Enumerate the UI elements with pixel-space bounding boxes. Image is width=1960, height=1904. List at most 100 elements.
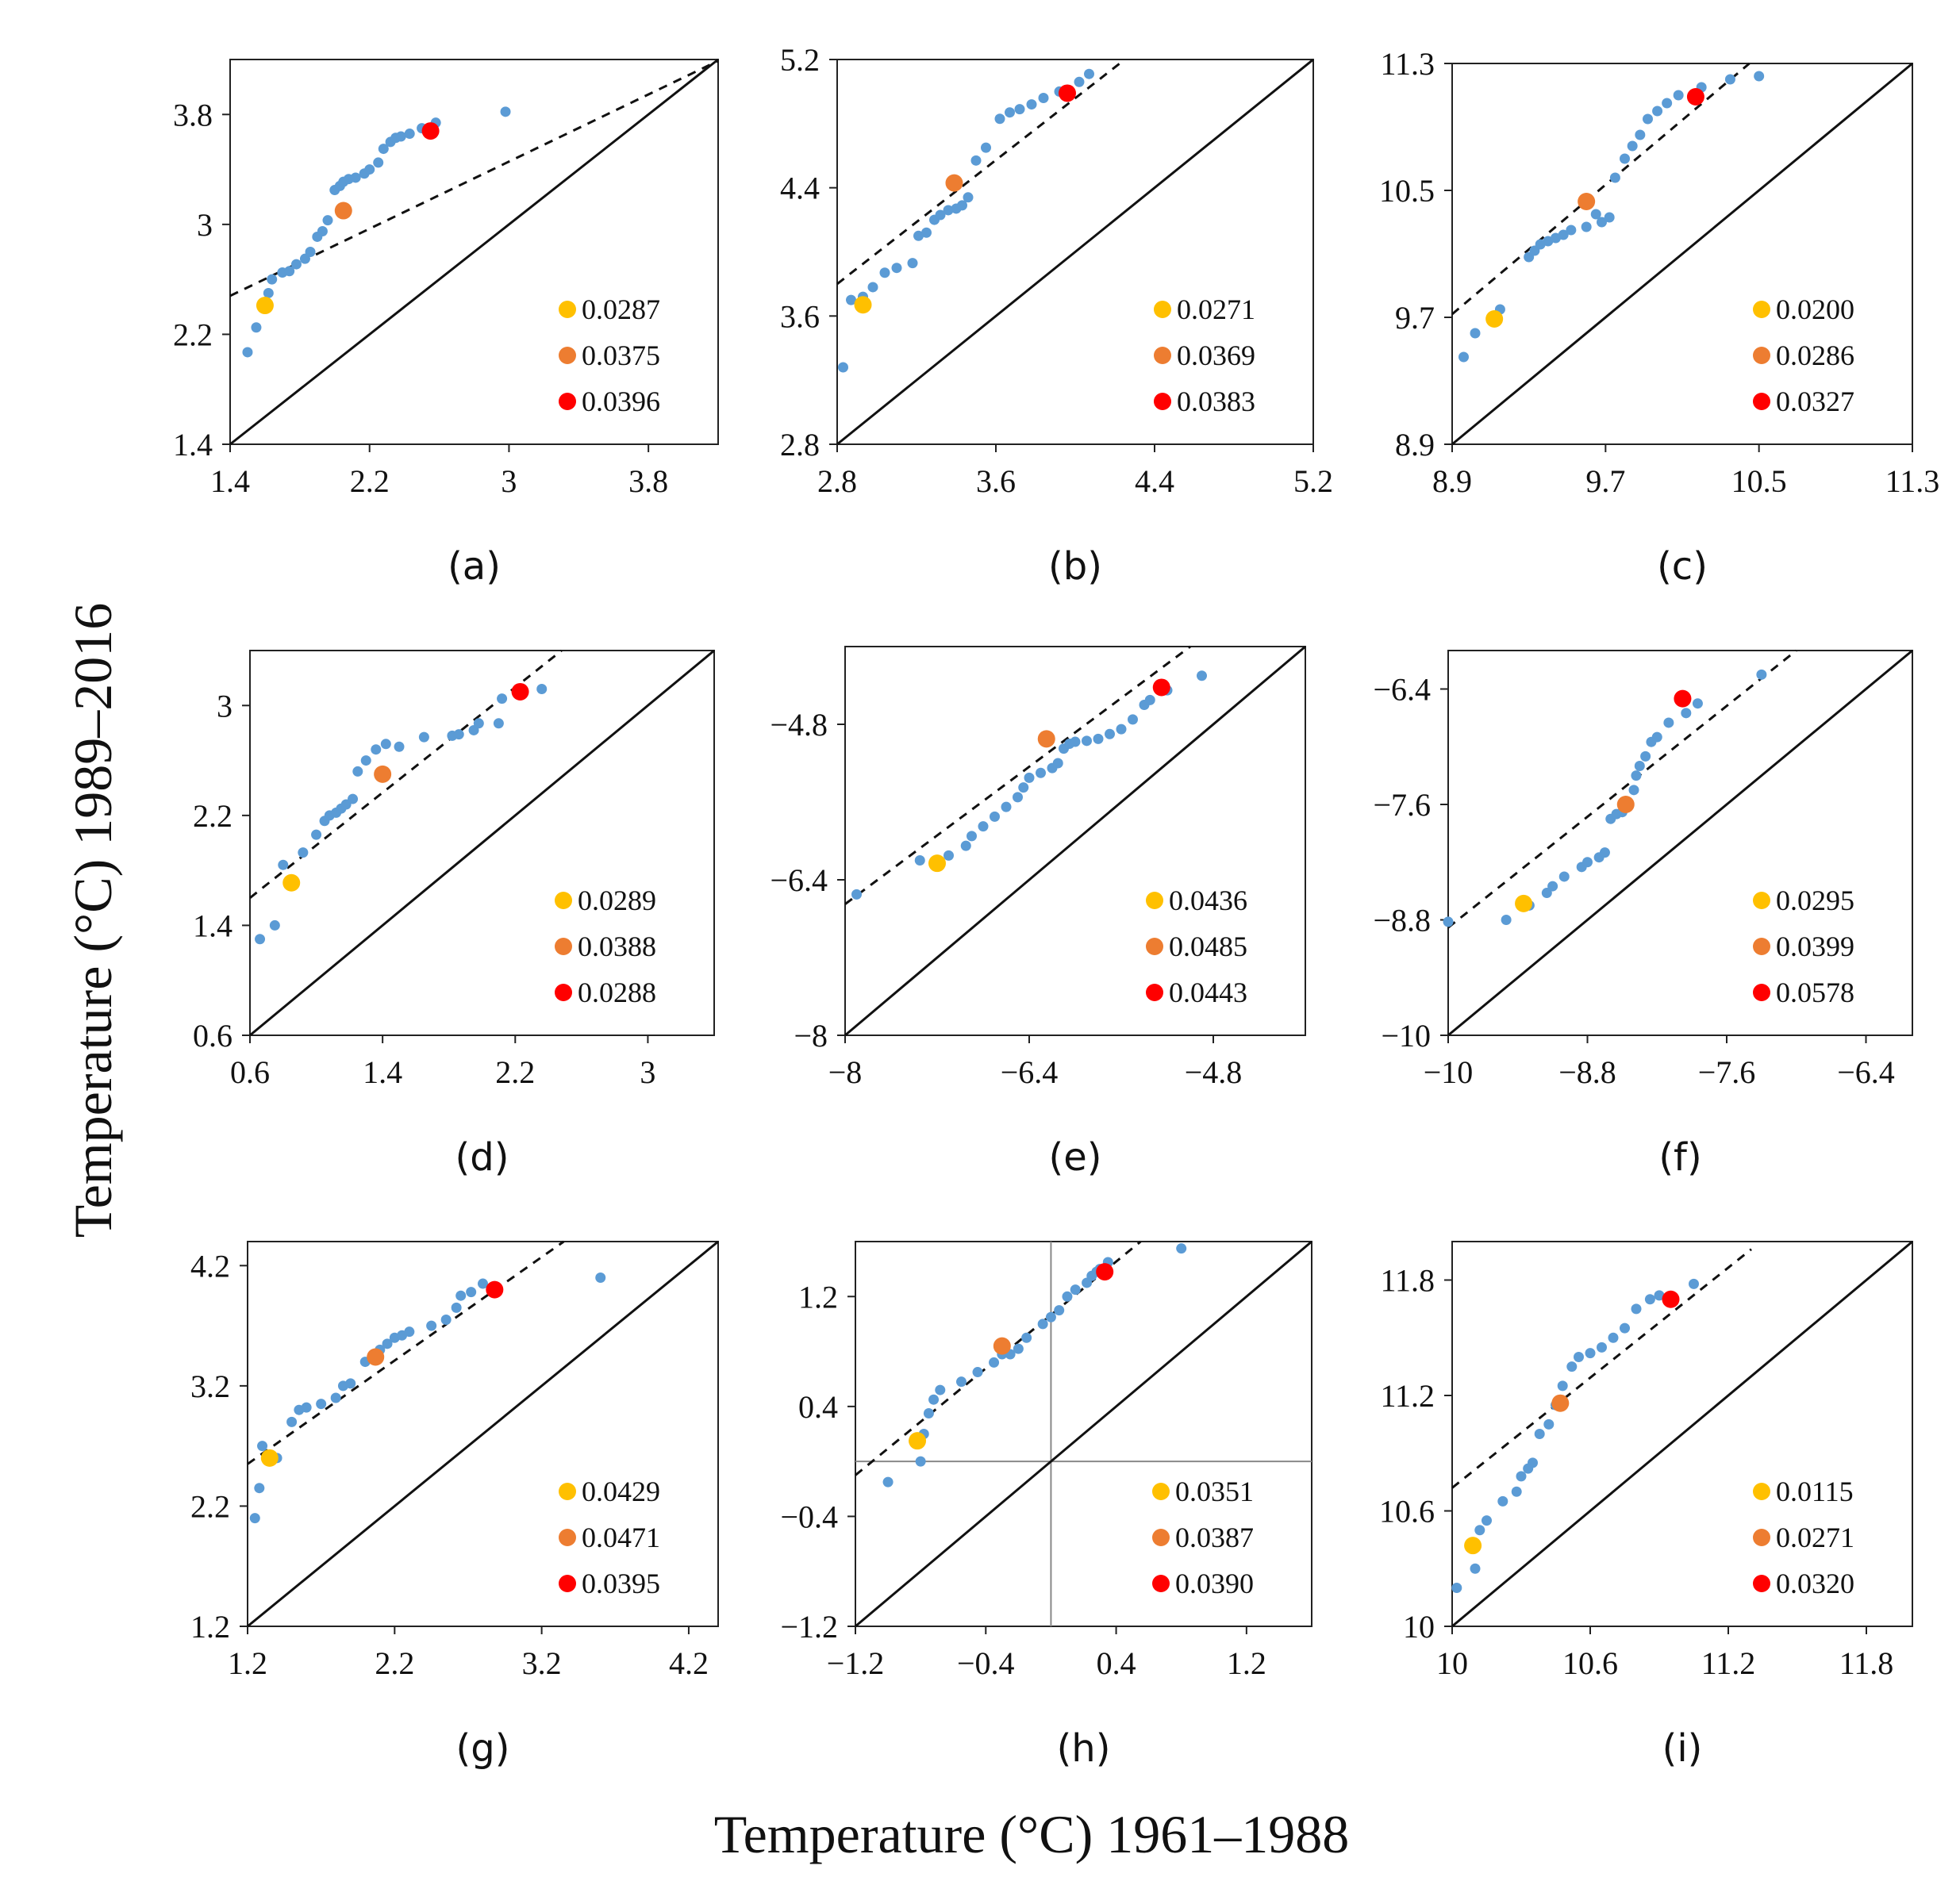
panel-label: (g) xyxy=(456,1726,510,1771)
identity-line xyxy=(836,58,1314,446)
scatter-point xyxy=(251,322,262,333)
scatter-point xyxy=(1013,1343,1024,1354)
y-tick-label: 10.6 xyxy=(1379,1494,1435,1530)
scatter-point xyxy=(1644,1294,1655,1305)
scatter-point xyxy=(1541,888,1552,899)
scatter-point xyxy=(1754,71,1765,82)
highlight-point-orange xyxy=(945,174,963,192)
plot-frame xyxy=(836,59,1314,445)
scatter-point xyxy=(1574,1352,1584,1362)
x-tick-label: 9.7 xyxy=(1585,463,1625,499)
scatter-point xyxy=(928,1394,940,1405)
x-tick-label: 11.3 xyxy=(1885,463,1940,499)
scatter-point xyxy=(1037,1319,1048,1330)
highlight-point-orange xyxy=(367,1348,385,1366)
legend-label: 0.0200 xyxy=(1776,294,1854,325)
scatter-point xyxy=(1082,735,1092,747)
legend-label: 0.0443 xyxy=(1169,977,1247,1008)
scatter-point xyxy=(500,106,511,117)
scatter-point xyxy=(981,142,991,153)
scatter-point xyxy=(1689,1278,1699,1289)
legend-marker-red xyxy=(1753,1575,1770,1592)
highlight-point-red xyxy=(1059,84,1076,102)
legend-label: 0.0375 xyxy=(582,340,660,371)
y-tick-label: 5.2 xyxy=(780,42,820,78)
highlight-point-yellow xyxy=(909,1432,927,1450)
scatter-point xyxy=(1631,1303,1642,1315)
scatter-point xyxy=(846,294,856,305)
scatter-point xyxy=(1582,857,1593,868)
x-tick-label: 1.2 xyxy=(1227,1645,1266,1681)
y-tick-label: −1.2 xyxy=(780,1609,838,1645)
legend-marker-orange xyxy=(1753,1529,1770,1546)
scatter-point xyxy=(1566,225,1577,236)
legend-marker-yellow xyxy=(1152,1483,1170,1500)
legend-marker-yellow xyxy=(1753,892,1770,909)
scatter-point xyxy=(1558,229,1569,240)
scatter-point xyxy=(473,718,484,729)
scatter-point xyxy=(440,1315,452,1326)
x-tick-label: 3.6 xyxy=(976,463,1016,499)
plot-frame xyxy=(249,650,715,1036)
scatter-point xyxy=(284,266,295,277)
scatter-point xyxy=(373,157,384,168)
scatter-point xyxy=(1026,99,1037,110)
panel-h: −1.2 −0.4 0.4 1.2 −1.2 −0.4 0.4 1.2 0.0351 0.0387… xyxy=(780,1240,1312,1771)
scatter-point xyxy=(1197,670,1207,681)
scatter-point xyxy=(418,731,429,743)
scatter-point xyxy=(990,811,1000,822)
x-tick-label: 1.4 xyxy=(210,463,250,499)
scatter-point xyxy=(907,258,918,269)
legend-marker-orange xyxy=(1154,347,1171,364)
highlight-point-orange xyxy=(1037,730,1055,748)
highlight-point-orange xyxy=(1578,193,1596,210)
scatter-point xyxy=(404,1326,415,1338)
scatter-point xyxy=(1005,107,1015,118)
y-tick-label: 3.6 xyxy=(780,298,820,334)
legend-label: 0.0383 xyxy=(1177,386,1255,417)
x-tick-label: 2.8 xyxy=(817,463,857,499)
identity-line xyxy=(249,649,715,1037)
y-tick-label: 9.7 xyxy=(1395,300,1435,336)
scatter-point xyxy=(1014,104,1025,115)
trend-dashed-line xyxy=(844,645,1191,905)
legend-label: 0.0436 xyxy=(1169,885,1247,916)
legend-marker-yellow xyxy=(1154,301,1171,318)
legend-label: 0.0485 xyxy=(1169,931,1247,962)
scatter-point xyxy=(1590,209,1601,220)
highlight-point-yellow xyxy=(928,854,946,873)
scatter-point xyxy=(955,1376,967,1388)
legend-label: 0.0390 xyxy=(1175,1568,1254,1599)
legend-label: 0.0471 xyxy=(582,1522,660,1553)
x-tick-label: −8.8 xyxy=(1558,1054,1616,1090)
legend-marker-yellow xyxy=(1753,1483,1770,1500)
legend-label: 0.0429 xyxy=(582,1476,660,1507)
x-tick-label: 10.5 xyxy=(1731,463,1787,499)
legend-label: 0.0351 xyxy=(1175,1476,1254,1507)
scatter-point xyxy=(957,200,967,211)
highlight-point-orange xyxy=(374,765,392,783)
scatter-point xyxy=(301,1402,312,1413)
scatter-point xyxy=(914,855,925,866)
x-tick-label: 2.2 xyxy=(350,463,390,499)
scatter-point xyxy=(838,362,848,373)
panel-g: 1.2 2.2 3.2 4.2 1.2 2.2 3.2 4.2 0.0429 0.0471 0.03… xyxy=(190,1240,719,1771)
identity-line xyxy=(229,58,719,446)
legend-label: 0.0286 xyxy=(1776,340,1854,371)
scatter-point xyxy=(1516,1471,1527,1482)
x-tick-label: −0.4 xyxy=(957,1645,1015,1681)
legend-label: 0.0578 xyxy=(1776,977,1854,1008)
scatter-point xyxy=(1631,770,1642,781)
scatter-point xyxy=(380,739,391,750)
legend-label: 0.0387 xyxy=(1175,1522,1254,1553)
scatter-point xyxy=(278,859,289,870)
scatter-point xyxy=(1581,221,1592,232)
highlight-point-red xyxy=(1686,88,1704,106)
scatter-point xyxy=(1024,772,1035,783)
scatter-point xyxy=(1654,1290,1665,1301)
trend-dashed-line xyxy=(229,60,719,298)
y-tick-label: −7.6 xyxy=(1373,787,1431,823)
panel-f: −10 −8.8 −7.6 −6.4 −10 −8.8 −7.6 −6.4 0.0295 0.03… xyxy=(1373,649,1913,1180)
scatter-point xyxy=(1566,1361,1578,1372)
legend-marker-red xyxy=(1753,393,1770,410)
